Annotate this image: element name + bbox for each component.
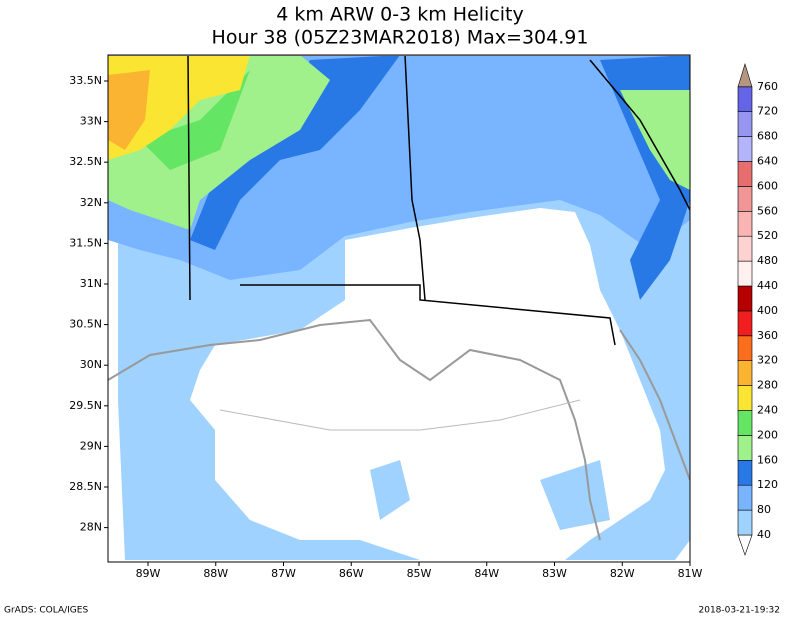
lat-label: 31.5N <box>69 236 102 249</box>
subtitle: Hour 38 (05Z23MAR2018) Max=304.91 <box>212 27 589 49</box>
lat-label: 28.5N <box>69 480 102 493</box>
colorbar-swatch <box>737 136 753 162</box>
colorbar-swatch <box>737 260 753 287</box>
lat-label: 33N <box>80 115 102 128</box>
map-field <box>108 55 690 562</box>
title: 4 km ARW 0-3 km Helicity <box>276 4 524 26</box>
colorbar-label: 440 <box>757 279 778 292</box>
colorbar-swatch <box>737 360 753 386</box>
shade-green <box>140 70 250 170</box>
colorbar-swatch <box>737 484 753 511</box>
colorbar-label: 240 <box>757 404 778 417</box>
colorbar-swatch <box>737 459 753 486</box>
lat-label: 31N <box>80 277 102 290</box>
colorbar-label: 760 <box>757 80 778 93</box>
lat-label: 29.5N <box>69 399 102 412</box>
lat-label: 29N <box>80 439 102 452</box>
plot-frame <box>107 54 691 563</box>
colorbar-label: 80 <box>757 503 771 516</box>
colorbar-swatch <box>737 410 753 436</box>
coastline <box>619 329 690 481</box>
colorbar-label: 640 <box>757 155 778 168</box>
lat-label: 30.5N <box>69 318 102 331</box>
colorbar-label: 280 <box>757 379 778 392</box>
colorbar-swatch <box>737 310 753 337</box>
colorbar-label: 480 <box>757 254 778 267</box>
colorbar-label: 680 <box>757 130 778 143</box>
colorbar-swatch <box>737 235 753 262</box>
lon-label: 83W <box>542 567 567 580</box>
lat-label: 28N <box>80 521 102 534</box>
colorbar-label: 320 <box>757 354 778 367</box>
lon-label: 86W <box>339 567 364 580</box>
footer-right: 2018-03-21-19:32 <box>699 606 781 616</box>
state-border <box>187 55 191 301</box>
colorbar-high <box>737 62 753 88</box>
lon-label: 82W <box>610 567 635 580</box>
colorbar-swatch <box>737 161 753 187</box>
lat-label: 33.5N <box>69 74 102 87</box>
lat-label: 30N <box>80 358 102 371</box>
colorbar-label: 600 <box>757 179 778 192</box>
lon-label: 85W <box>407 567 432 580</box>
shade-bright-blue <box>190 55 400 250</box>
coastline <box>108 318 601 541</box>
colorbar-swatch <box>737 186 753 212</box>
lon-label: 84W <box>474 567 499 580</box>
colorbar-swatch <box>737 86 753 113</box>
colorbar-label: 200 <box>757 428 778 441</box>
colorbar-swatch <box>737 211 753 237</box>
colorbar-label: 360 <box>757 329 778 342</box>
shade-light-blue <box>370 460 410 520</box>
colorbar-label: 520 <box>757 229 778 242</box>
state-border <box>404 55 426 301</box>
lon-label: 88W <box>203 567 228 580</box>
colorbar-swatch <box>737 435 753 461</box>
state-border <box>589 59 690 211</box>
lon-label: 89W <box>136 567 161 580</box>
colorbar-label: 720 <box>757 105 778 118</box>
colorbar-label: 400 <box>757 304 778 317</box>
footer-left: GrADS: COLA/IGES <box>4 606 88 616</box>
offshore-line <box>219 399 581 431</box>
shade-orange <box>108 70 150 150</box>
colorbar-swatch <box>737 335 753 361</box>
lat-label: 32N <box>80 196 102 209</box>
shade-white <box>190 208 665 560</box>
colorbar-swatch <box>737 111 753 137</box>
colorbar-low <box>737 534 753 556</box>
colorbar-swatch <box>737 285 753 312</box>
colorbar-swatch <box>737 509 753 536</box>
colorbar-label: 120 <box>757 478 778 491</box>
colorbar-swatch <box>737 385 753 411</box>
lon-label: 87W <box>271 567 296 580</box>
colorbar-label: 560 <box>757 204 778 217</box>
colorbar-label: 160 <box>757 453 778 466</box>
state-border <box>240 284 616 346</box>
lon-label: 81W <box>678 567 703 580</box>
colorbar-label: 40 <box>757 528 771 541</box>
lat-label: 32.5N <box>69 155 102 168</box>
shade-light-green <box>620 90 690 190</box>
